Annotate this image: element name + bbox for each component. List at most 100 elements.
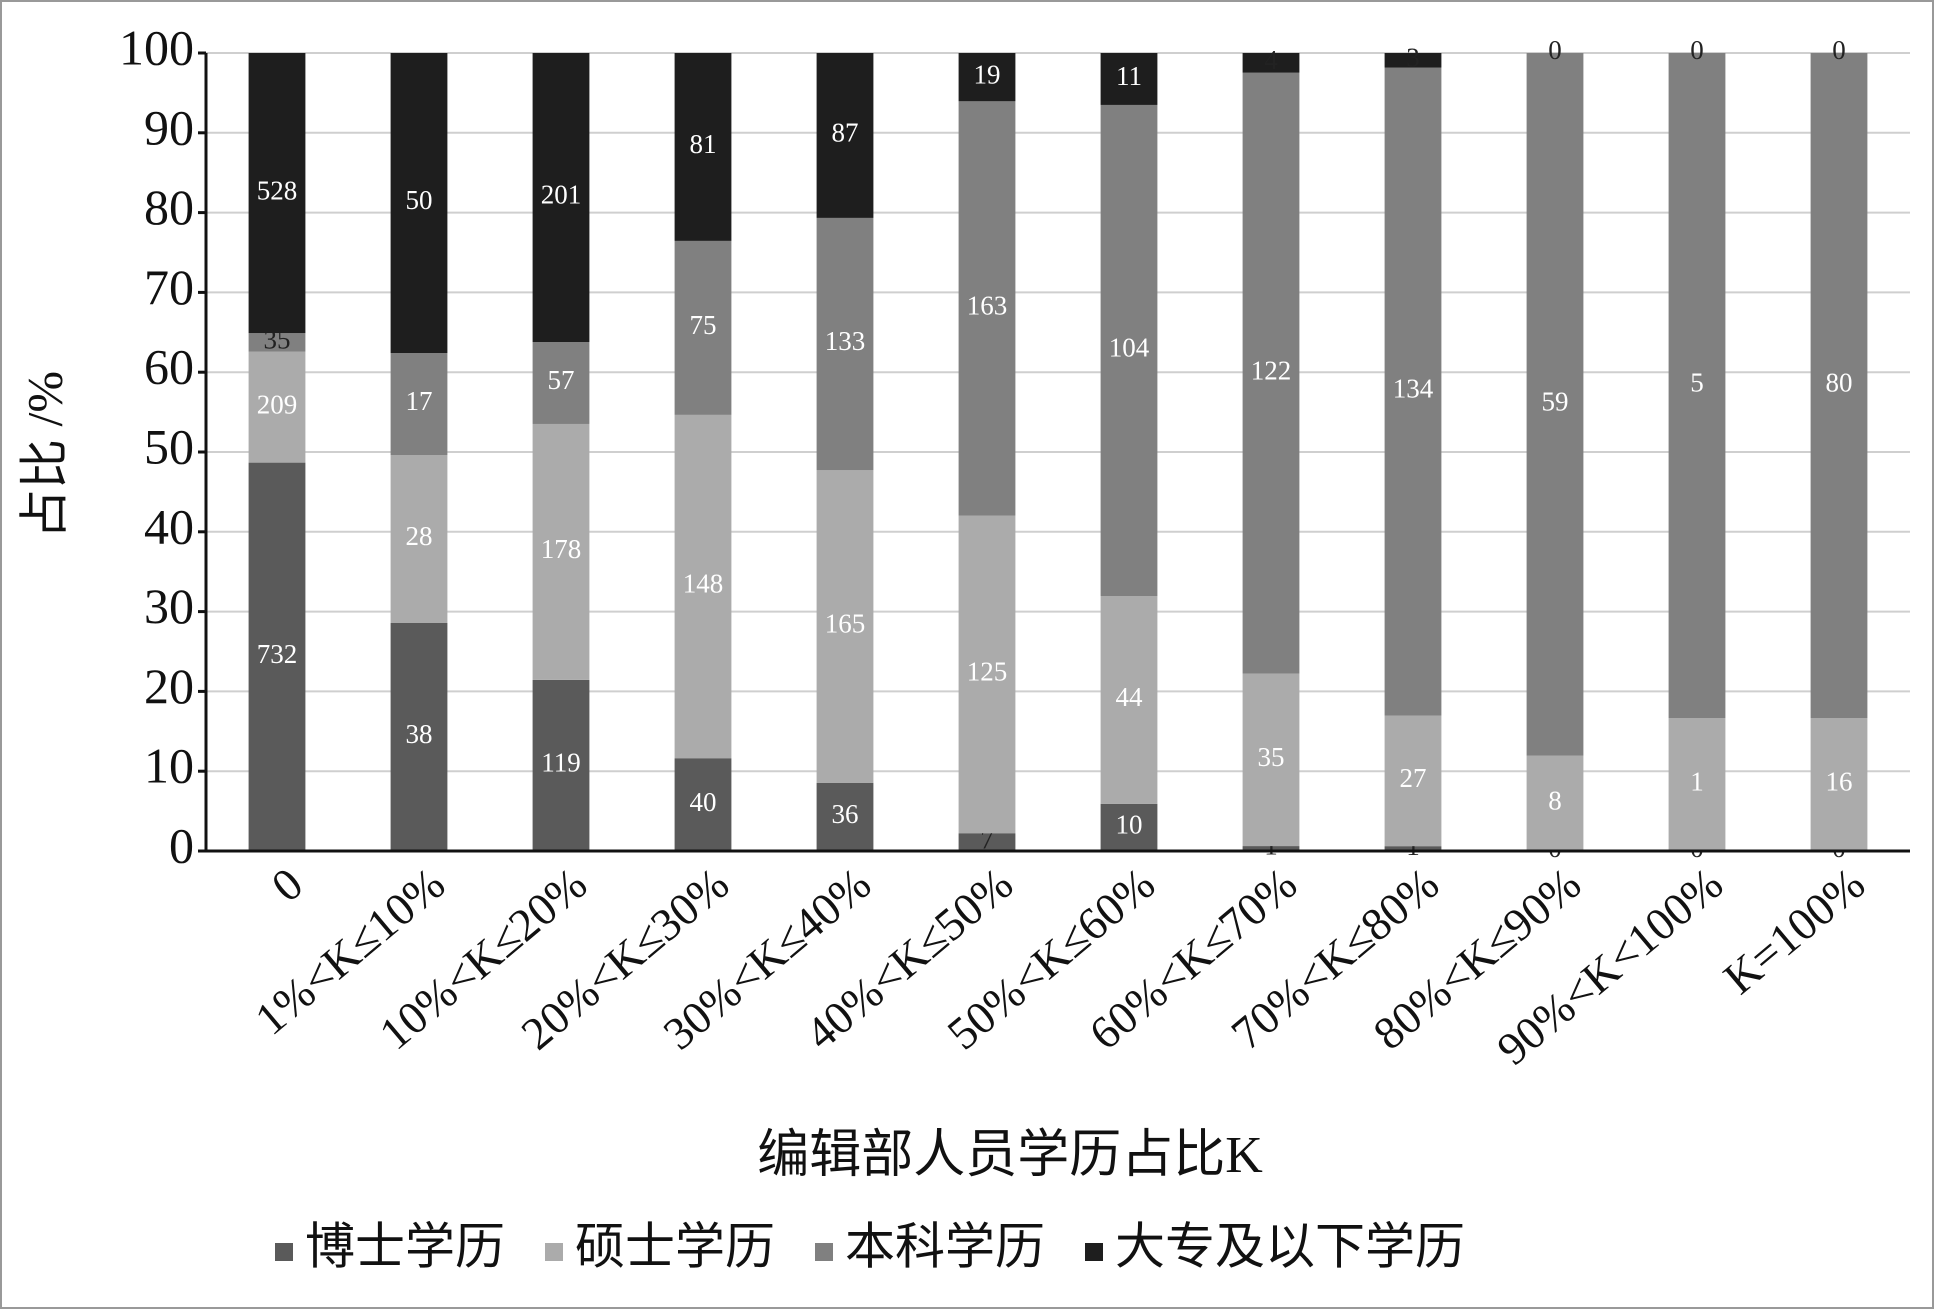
bar-segment: [1100, 803, 1158, 851]
legend-swatch: [815, 1243, 833, 1261]
bar-segment: [1100, 104, 1158, 597]
y-tick-label: 80: [144, 179, 194, 235]
value-label: 81: [690, 129, 717, 159]
bar-segment: [674, 414, 732, 759]
bar-segment: [1810, 53, 1868, 718]
value-label: 38: [406, 719, 433, 749]
y-tick-label: 0: [169, 817, 194, 873]
value-label: 87: [832, 118, 859, 148]
bar-segment: [390, 455, 448, 623]
bar-segment: [674, 53, 732, 241]
bar-segment: [1384, 67, 1442, 716]
y-tick-label: 70: [144, 259, 194, 315]
bar-segment: [1384, 53, 1442, 68]
legend-swatch: [275, 1243, 293, 1261]
bar-segment: [532, 342, 590, 424]
bar-segment: [1100, 596, 1158, 804]
value-label: 133: [825, 326, 866, 356]
value-label: 17: [406, 386, 433, 416]
value-label: 4: [1264, 45, 1278, 75]
value-label: 528: [257, 175, 298, 205]
bar-segment: [532, 423, 590, 680]
bar-segment: [1384, 715, 1442, 847]
value-label: 28: [406, 521, 433, 551]
x-axis-title: 编辑部人员学历占比K: [757, 1127, 1263, 1184]
value-label: 50: [406, 185, 433, 215]
value-label: 19: [974, 59, 1001, 89]
value-label: 80: [1826, 368, 1853, 398]
value-label: 0: [1832, 35, 1846, 65]
y-tick-label: 20: [144, 658, 194, 714]
bar-segment: [532, 53, 590, 343]
value-label: 36: [832, 799, 859, 829]
value-label: 75: [690, 310, 717, 340]
legend-swatch: [1085, 1243, 1103, 1261]
bar-segment: [674, 758, 732, 851]
value-label: 35: [1258, 742, 1285, 772]
y-tick-label: 60: [144, 339, 194, 395]
bar-segment: [1668, 53, 1726, 718]
bar-segment: [1242, 846, 1300, 851]
bar-segment: [1242, 673, 1300, 847]
bar-segment: [1242, 72, 1300, 674]
bar-segment: [248, 462, 306, 851]
bar-segment: [1242, 53, 1300, 73]
bar-segment: [816, 470, 874, 783]
y-tick-label: 100: [119, 19, 194, 75]
bar-segment: [390, 53, 448, 353]
bar-segment: [958, 833, 1016, 851]
value-label: 119: [541, 748, 581, 778]
value-label: 209: [257, 389, 298, 419]
bar-segment: [1526, 755, 1584, 851]
value-label: 165: [825, 609, 866, 639]
value-label: 122: [1251, 355, 1292, 385]
bar-segment: [532, 679, 590, 851]
bar-segment: [1810, 718, 1868, 851]
value-label: 57: [548, 365, 575, 395]
value-label: 134: [1393, 374, 1434, 404]
value-label: 40: [690, 787, 717, 817]
bar-segment: [674, 240, 732, 415]
value-label: 8: [1548, 786, 1562, 816]
bar-segment: [816, 217, 874, 471]
value-label: 125: [967, 657, 1008, 687]
value-label: 10: [1116, 810, 1143, 840]
value-label: 44: [1116, 682, 1144, 712]
bar-segment: [390, 353, 448, 455]
legend-swatch: [545, 1243, 563, 1261]
bar-segment: [816, 782, 874, 851]
value-label: 1: [1690, 767, 1704, 797]
legend-label: 硕士学历: [575, 1218, 775, 1274]
value-label: 16: [1826, 767, 1853, 797]
bar-segment: [248, 351, 306, 463]
y-tick-label: 40: [144, 498, 194, 554]
bar-segment: [1526, 53, 1584, 756]
bar-segment: [248, 53, 306, 334]
value-label: 148: [683, 569, 724, 599]
y-axis-title: 占比 /%: [16, 371, 72, 539]
bar-segment: [816, 53, 874, 218]
bar-segment: [958, 101, 1016, 516]
y-tick-label: 90: [144, 99, 194, 155]
y-tick-label: 50: [144, 418, 194, 474]
value-label: 5: [1690, 368, 1704, 398]
value-label: 3: [1406, 42, 1420, 72]
value-label: 104: [1109, 333, 1150, 363]
value-label: 59: [1542, 387, 1569, 417]
y-tick-label: 10: [144, 738, 194, 794]
bar-segment: [1100, 53, 1158, 105]
value-label: 0: [1690, 35, 1704, 65]
bar-segment: [958, 515, 1016, 834]
value-label: 27: [1400, 763, 1427, 793]
bar-segment: [958, 53, 1016, 102]
legend-label: 本科学历: [845, 1218, 1045, 1274]
bar-segment: [1384, 846, 1442, 851]
bar-segment: [1668, 718, 1726, 851]
y-tick-label: 30: [144, 578, 194, 634]
legend-label: 博士学历: [305, 1218, 505, 1274]
value-label: 11: [1116, 61, 1142, 91]
value-label: 178: [541, 534, 582, 564]
legend-label: 大专及以下学历: [1115, 1218, 1465, 1274]
bar-segment: [248, 333, 306, 352]
